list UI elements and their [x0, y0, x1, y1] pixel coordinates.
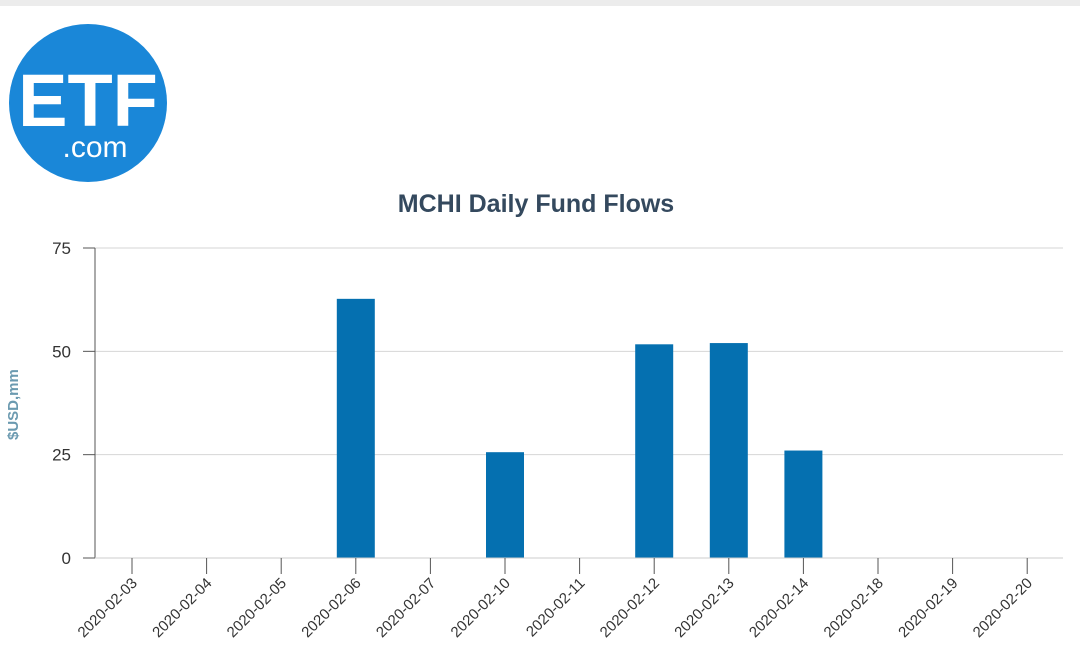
bar-2020-02-10[interactable] — [486, 452, 524, 558]
x-tick-label: 2020-02-05 — [224, 575, 290, 641]
x-tick-label: 2020-02-12 — [597, 575, 663, 641]
x-tick-label: 2020-02-10 — [448, 575, 514, 641]
bar-2020-02-06[interactable] — [336, 298, 375, 558]
bars — [336, 298, 823, 558]
x-tick-label: 2020-02-06 — [298, 575, 364, 641]
bar-2020-02-13[interactable] — [709, 343, 748, 558]
y-tick-label: 50 — [52, 342, 71, 361]
y-tick-label: 0 — [62, 549, 71, 568]
x-tick-label: 2020-02-14 — [746, 575, 812, 641]
x-tick-label: 2020-02-11 — [523, 575, 588, 640]
logo-dotcom-text: .com — [62, 131, 127, 164]
x-tick-label: 2020-02-04 — [149, 575, 215, 641]
y-tick-label: 75 — [52, 239, 71, 258]
top-strip — [0, 0, 1080, 6]
logo-etf-text: ETF — [18, 59, 158, 142]
logo-circle — [9, 24, 167, 182]
x-tick-label: 2020-02-20 — [970, 575, 1036, 641]
bar-2020-02-12[interactable] — [635, 344, 674, 558]
x-tick-label: 2020-02-19 — [895, 575, 961, 641]
x-tick-label: 2020-02-03 — [75, 575, 141, 641]
chart-title: MCHI Daily Fund Flows — [397, 190, 675, 218]
grid-lines — [95, 247, 1063, 456]
bar-2020-02-14[interactable] — [784, 450, 823, 558]
y-tick-label: 25 — [52, 446, 71, 465]
x-tick-label: 2020-02-07 — [373, 575, 439, 641]
x-tick-label: 2020-02-18 — [821, 575, 887, 641]
x-tick-label: 2020-02-13 — [671, 575, 737, 641]
etf-logo[interactable]: ETF .com — [7, 22, 169, 184]
